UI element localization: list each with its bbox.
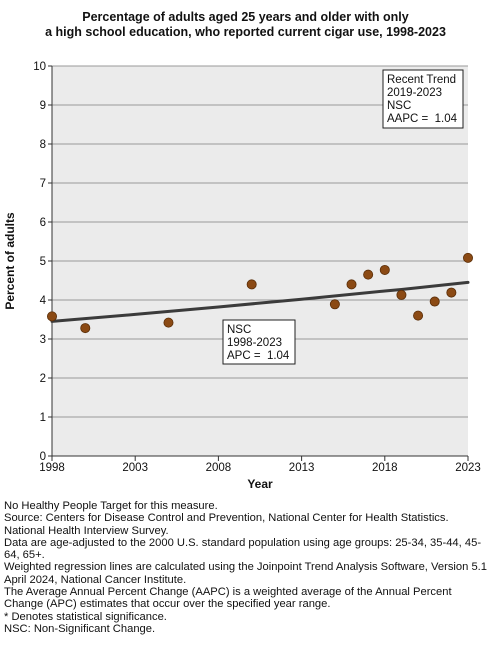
- recent-trend-line-4: AAPC = 1.04: [387, 113, 458, 125]
- overall-trend-line-3: APC = 1.04: [227, 350, 290, 362]
- chart-title-line-2: a high school education, who reported cu…: [45, 25, 446, 39]
- y-tick-label-9: 9: [40, 100, 46, 112]
- chart-title-line-1: Percentage of adults aged 25 years and o…: [82, 10, 409, 24]
- data-point-2018: [379, 264, 390, 275]
- data-point-1998: [47, 311, 58, 322]
- data-point-2022: [446, 287, 457, 298]
- y-tick-label-2: 2: [40, 373, 46, 385]
- data-point-2019: [396, 289, 407, 300]
- x-axis-title: Year: [247, 477, 273, 491]
- data-point-2005: [163, 317, 174, 328]
- y-tick-labels: 0 1 2 3 4 5 6 7 8 9 10: [33, 61, 46, 463]
- x-tick-labels: 1998 2003 2008 2013 2018 2023: [39, 462, 481, 474]
- data-point-2017: [363, 269, 374, 280]
- x-tick-label-2023: 2023: [455, 462, 481, 474]
- recent-trend-line-2: 2019-2023: [387, 87, 442, 99]
- x-tick-label-1998: 1998: [39, 462, 65, 474]
- note-source: Source: Centers for Disease Control and …: [4, 512, 449, 537]
- data-point-2010: [246, 279, 257, 290]
- y-tick-label-10: 10: [33, 61, 46, 73]
- axes: [48, 65, 469, 461]
- y-tick-label-8: 8: [40, 139, 46, 151]
- data-point-2021: [429, 296, 440, 307]
- note-target: No Healthy People Target for this measur…: [4, 500, 218, 512]
- gridlines: [52, 65, 468, 418]
- data-point-2000: [80, 323, 91, 334]
- data-point-2016: [346, 279, 357, 290]
- note-significance: * Denotes statistical significance.: [4, 610, 167, 623]
- x-tick-label-2008: 2008: [206, 462, 232, 474]
- y-tick-label-7: 7: [40, 178, 46, 190]
- y-tick-label-1: 1: [40, 412, 46, 424]
- x-tick-label-2013: 2013: [289, 462, 315, 474]
- y-tick-label-3: 3: [40, 334, 46, 346]
- note-aapc: The Average Annual Percent Change (AAPC)…: [4, 586, 452, 611]
- data-points: [47, 252, 473, 334]
- note-nsc: NSC: Non-Significant Change.: [4, 622, 156, 635]
- trend-line: [50, 280, 470, 323]
- recent-trend-line-1: Recent Trend: [387, 74, 456, 86]
- overall-trend-line-1: NSC: [227, 324, 251, 336]
- y-tick-label-6: 6: [40, 217, 46, 229]
- overall-trend-line-2: 1998-2023: [227, 337, 282, 349]
- footnotes: No Healthy People Target for this measur…: [4, 500, 488, 635]
- y-tick-label-4: 4: [40, 295, 47, 307]
- y-axis-title: Percent of adults: [3, 212, 17, 310]
- x-tick-label-2018: 2018: [372, 462, 398, 474]
- chart-title: Percentage of adults aged 25 years and o…: [0, 10, 491, 40]
- x-tick-label-2003: 2003: [122, 462, 148, 474]
- recent-trend-line-3: NSC: [387, 100, 411, 112]
- note-regression: Weighted regression lines are calculated…: [4, 561, 487, 586]
- recent-trend-annotation: Recent Trend 2019-2023 NSC AAPC = 1.04: [382, 69, 464, 129]
- y-tick-label-0: 0: [40, 451, 46, 463]
- data-point-2020: [413, 310, 424, 321]
- overall-trend-annotation: NSC 1998-2023 APC = 1.04: [222, 319, 296, 365]
- chart-canvas: 0 1 2 3 4 5 6 7 8 9 10 1998 2003 2008 2013 2018 2023 Pe…: [3, 61, 481, 491]
- data-point-2015: [329, 299, 340, 310]
- data-point-2023: [462, 252, 473, 263]
- note-age-adjustment: Data are age-adjusted to the 2000 U.S. s…: [4, 536, 482, 562]
- y-tick-label-5: 5: [40, 256, 46, 268]
